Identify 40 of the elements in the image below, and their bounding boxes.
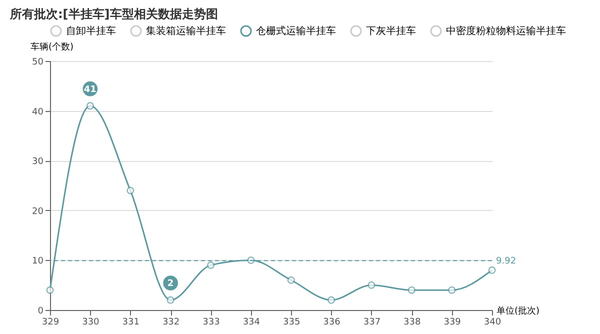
chart-title: 所有批次:[半挂车]车型相关数据走势图 <box>9 7 218 21</box>
y-tick-label: 40 <box>32 107 44 118</box>
legend-label: 中密度粉粒物料运输半挂车 <box>446 25 566 37</box>
x-tick-label: 331 <box>122 318 140 328</box>
x-tick-label: 335 <box>282 318 300 328</box>
y-tick-label: 20 <box>32 206 44 217</box>
x-axis-title: 单位(批次) <box>496 306 540 316</box>
x-tick-label: 339 <box>444 318 462 328</box>
point <box>126 186 134 194</box>
x-tick-label: 330 <box>82 318 100 328</box>
x-tick-label: 340 <box>484 318 502 328</box>
point <box>166 296 174 304</box>
y-tick-label: 0 <box>38 306 44 316</box>
x-tick-label: 336 <box>323 318 341 328</box>
x-tick-label: 334 <box>242 318 260 328</box>
y-axis-title: 车辆(个数) <box>30 42 74 52</box>
data-label: 41 <box>84 84 96 95</box>
point <box>206 261 214 269</box>
point <box>368 281 376 289</box>
legend-label: 自卸半挂车 <box>66 25 116 37</box>
y-tick-label: 10 <box>32 256 44 267</box>
y-tick-label: 50 <box>32 58 44 68</box>
x-tick-label: 333 <box>202 318 220 328</box>
point <box>408 286 416 294</box>
point <box>488 266 496 274</box>
point <box>46 286 54 294</box>
x-tick-label: 332 <box>162 318 180 328</box>
x-tick-label: 338 <box>404 318 421 328</box>
point <box>287 276 295 284</box>
legend-label: 集装箱运输半挂车 <box>146 25 226 37</box>
legend-label: 仓栅式运输半挂车 <box>256 25 336 37</box>
y-tick-label: 30 <box>32 157 44 168</box>
point <box>328 296 336 304</box>
point <box>86 102 94 110</box>
legend-label: 下灰半挂车 <box>366 25 416 37</box>
data-label: 2 <box>167 279 174 290</box>
x-tick-label: 337 <box>363 318 381 328</box>
point <box>448 286 456 294</box>
x-tick-label: 329 <box>42 318 60 328</box>
ref-line-label: 9.92 <box>496 256 516 267</box>
